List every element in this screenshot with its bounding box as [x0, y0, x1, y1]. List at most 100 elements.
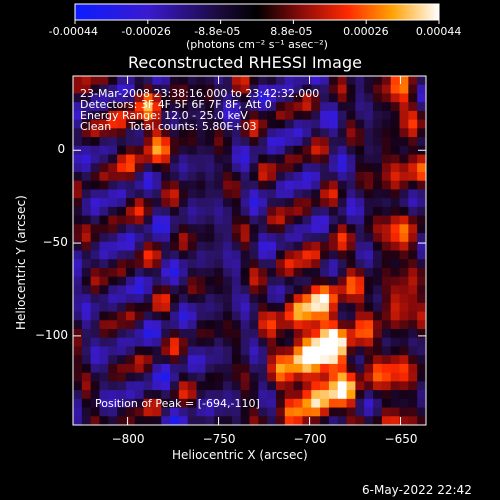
- heatmap-cell: [346, 363, 356, 374]
- heatmap-cell: [90, 189, 101, 199]
- heatmap-cell: [249, 128, 259, 138]
- heatmap-cell: [320, 206, 330, 217]
- heatmap-cell: [178, 294, 189, 304]
- heatmap-cell: [73, 119, 83, 129]
- heatmap-cell: [143, 311, 154, 321]
- heatmap-cell: [302, 154, 312, 164]
- heatmap-cell: [373, 84, 383, 95]
- heatmap-cell: [417, 84, 426, 95]
- heatmap-cell: [81, 110, 92, 121]
- heatmap-cell: [346, 119, 356, 129]
- heatmap-cell: [337, 189, 348, 199]
- heatmap-cell: [196, 215, 206, 225]
- heatmap-cell: [108, 346, 118, 356]
- heatmap-cell: [187, 416, 198, 425]
- heatmap-cell: [399, 302, 409, 313]
- heatmap-cell: [408, 259, 418, 269]
- heatmap-cell: [293, 241, 304, 252]
- heatmap-cell: [302, 206, 312, 217]
- heatmap-cell: [117, 180, 127, 191]
- heatmap-cell: [170, 355, 180, 365]
- heatmap-cell: [390, 137, 401, 147]
- heatmap-cell: [117, 363, 127, 374]
- heatmap-cell: [355, 163, 365, 173]
- heatmap-cell: [328, 137, 339, 147]
- heatmap-cell: [81, 355, 92, 365]
- heatmap-cell: [373, 102, 383, 112]
- heatmap-cell: [99, 302, 109, 313]
- heatmap-cell: [399, 390, 409, 400]
- heatmap-cell: [258, 154, 268, 164]
- heatmap-cell: [161, 76, 171, 86]
- heatmap-cell: [240, 311, 251, 321]
- heatmap-cell: [399, 163, 409, 173]
- heatmap-cell: [205, 110, 215, 121]
- heatmap-cell: [143, 93, 154, 103]
- heatmap-cell: [134, 294, 145, 304]
- heatmap-cell: [134, 163, 145, 173]
- heatmap-cell: [143, 276, 154, 286]
- heatmap-cell: [390, 329, 401, 339]
- heatmap-cell: [90, 372, 101, 382]
- heatmap-cell: [381, 189, 392, 199]
- heatmap-cell: [108, 294, 118, 304]
- heatmap-cell: [364, 372, 374, 382]
- heatmap-cell: [390, 276, 401, 286]
- heatmap-cell: [373, 407, 383, 417]
- heatmap-cell: [311, 154, 321, 164]
- heatmap-cell: [205, 198, 215, 208]
- heatmap-cell: [170, 76, 180, 86]
- heatmap-cell: [170, 198, 180, 208]
- heatmap-cell: [355, 363, 365, 374]
- heatmap-cell: [302, 84, 312, 95]
- heatmap-cell: [355, 128, 365, 138]
- heatmap-cell: [258, 259, 268, 269]
- heatmap-cell: [390, 110, 401, 121]
- heatmap-cell: [373, 93, 383, 103]
- heatmap-cell: [143, 285, 154, 295]
- heatmap-cell: [399, 215, 409, 225]
- heatmap-cell: [373, 416, 383, 425]
- heatmap-cell: [205, 206, 215, 217]
- heatmap-cell: [311, 363, 321, 374]
- heatmap-cell: [408, 355, 418, 365]
- heatmap-cell: [73, 407, 83, 417]
- heatmap-cell: [249, 76, 259, 86]
- heatmap-cell: [196, 294, 206, 304]
- heatmap-cell: [152, 416, 162, 425]
- axis-ticks: [73, 76, 426, 425]
- heatmap-cell: [99, 294, 109, 304]
- heatmap-cell: [108, 198, 118, 208]
- heatmap-cell: [108, 311, 118, 321]
- heatmap-cell: [346, 110, 356, 121]
- heatmap-cell: [117, 337, 127, 348]
- heatmap-cell: [417, 224, 426, 234]
- heatmap-cell: [152, 110, 162, 121]
- heatmap-cell: [249, 311, 259, 321]
- heatmap-cell: [125, 416, 136, 425]
- heatmap-cell: [249, 398, 259, 409]
- heatmap-cell: [125, 206, 136, 217]
- heatmap-cell: [399, 320, 409, 330]
- heatmap-cell: [355, 189, 365, 199]
- heatmap-cell: [223, 416, 233, 425]
- heatmap-cell: [267, 294, 277, 304]
- heatmap-cell: [99, 363, 109, 374]
- heatmap-cell: [223, 346, 233, 356]
- heatmap-cell: [302, 285, 312, 295]
- heatmap-cell: [337, 180, 348, 191]
- heatmap-cell: [81, 320, 92, 330]
- heatmap-cell: [187, 372, 198, 382]
- heatmap-cell: [152, 137, 162, 147]
- heatmap-cell: [275, 337, 286, 348]
- heatmap-cell: [205, 381, 215, 391]
- heatmap-cell: [231, 311, 242, 321]
- heatmap-cell: [125, 145, 136, 156]
- heatmap-cell: [275, 398, 286, 409]
- heatmap-cell: [223, 145, 233, 156]
- heatmap-cell: [275, 320, 286, 330]
- heatmap-cell: [320, 276, 330, 286]
- heatmap-cell: [223, 294, 233, 304]
- heatmap-cell: [275, 163, 286, 173]
- heatmap-cell: [284, 398, 295, 409]
